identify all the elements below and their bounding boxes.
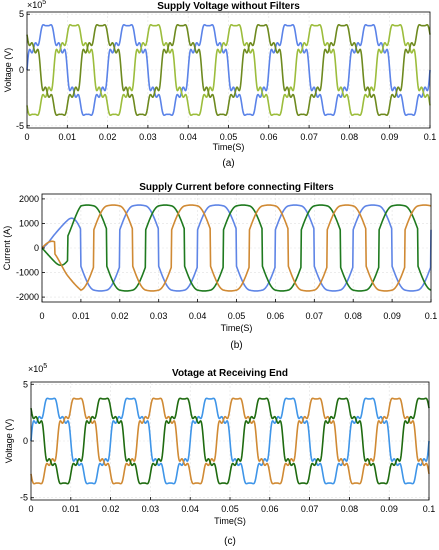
y-multiplier-a: ×105: [27, 0, 46, 10]
x-tick-label-b: 0.06: [267, 311, 285, 321]
x-axis-label-b: Time(S): [221, 323, 253, 333]
panel-caption-c: (c): [224, 536, 236, 547]
y-multiplier-c: ×105: [28, 363, 47, 374]
y-tick-label-c: 0: [23, 436, 28, 446]
x-tick-label-c: 0.09: [380, 504, 398, 514]
y-axis-label-c: Voltage (V): [4, 419, 14, 464]
x-tick-label-c: 0.08: [341, 504, 359, 514]
chart-title-a: Supply Voltage without Filters: [157, 1, 300, 12]
y-tick-label-b: -1000: [16, 268, 39, 278]
y-tick-label-b: 2000: [19, 194, 39, 204]
x-tick-label-a: 0.08: [341, 132, 359, 142]
x-tick-label-c: 0.04: [181, 504, 199, 514]
series-line-c-2: [30, 397, 430, 485]
y-tick-label-c: -5: [20, 493, 28, 503]
series-line-a-3: [26, 24, 431, 116]
series-line-a-1: [26, 24, 431, 116]
series-line-b-2: [41, 204, 432, 292]
x-tick-label-a: 0.02: [99, 132, 117, 142]
x-axis-label-a: Time(S): [213, 142, 245, 152]
series-line-c-1: [30, 397, 430, 485]
x-tick-label-b: 0.05: [228, 311, 246, 321]
x-tick-label-a: 0.09: [381, 132, 399, 142]
x-tick-label-c: 0.01: [62, 504, 80, 514]
x-tick-label-a: 0.04: [179, 132, 197, 142]
panel-caption-b: (b): [230, 340, 242, 351]
x-tick-label-b: 0.1: [425, 311, 438, 321]
chart-title-c: Votage at Receiving End: [172, 368, 288, 379]
x-tick-label-c: 0.07: [301, 504, 319, 514]
x-tick-label-c: 0.03: [142, 504, 160, 514]
x-tick-label-a: 0.07: [300, 132, 318, 142]
y-tick-label-a: 5: [19, 9, 24, 19]
y-tick-label-b: 0: [34, 243, 39, 253]
series-line-c-3: [30, 397, 430, 485]
chart-title-b: Supply Current before connecting Filters: [139, 182, 334, 193]
y-axis-label-b: Current (A): [2, 226, 12, 271]
x-tick-label-c: 0: [28, 504, 33, 514]
y-tick-label-a: 0: [19, 65, 24, 75]
y-tick-label-c: 5: [23, 379, 28, 389]
x-tick-label-a: 0.03: [139, 132, 157, 142]
x-tick-label-c: 0.05: [221, 504, 239, 514]
x-tick-label-b: 0: [39, 311, 44, 321]
x-tick-label-b: 0.01: [72, 311, 90, 321]
y-tick-label-b: -2000: [16, 292, 39, 302]
x-axis-label-c: Time(S): [214, 516, 246, 526]
x-tick-label-a: 0: [24, 132, 29, 142]
series-line-b-3: [41, 204, 432, 292]
x-tick-label-b: 0.04: [189, 311, 207, 321]
x-tick-label-b: 0.02: [111, 311, 129, 321]
x-tick-label-b: 0.03: [150, 311, 168, 321]
x-tick-label-b: 0.09: [383, 311, 401, 321]
x-tick-label-c: 0.02: [102, 504, 120, 514]
series-line-a-2: [26, 24, 431, 116]
x-tick-label-a: 0.06: [260, 132, 278, 142]
series-line-b-1: [41, 204, 432, 292]
x-tick-label-b: 0.07: [306, 311, 324, 321]
y-tick-label-a: -5: [16, 121, 24, 131]
panel-caption-a: (a): [222, 158, 234, 169]
y-tick-label-b: 1000: [19, 218, 39, 228]
x-tick-label-c: 0.06: [261, 504, 279, 514]
y-axis-label-a: Voltage (V): [3, 48, 13, 93]
x-tick-label-a: 0.01: [59, 132, 77, 142]
x-tick-label-b: 0.08: [344, 311, 362, 321]
x-tick-label-a: 0.05: [220, 132, 238, 142]
x-tick-label-c: 0.1: [423, 504, 436, 514]
x-tick-label-a: 0.1: [424, 132, 437, 142]
